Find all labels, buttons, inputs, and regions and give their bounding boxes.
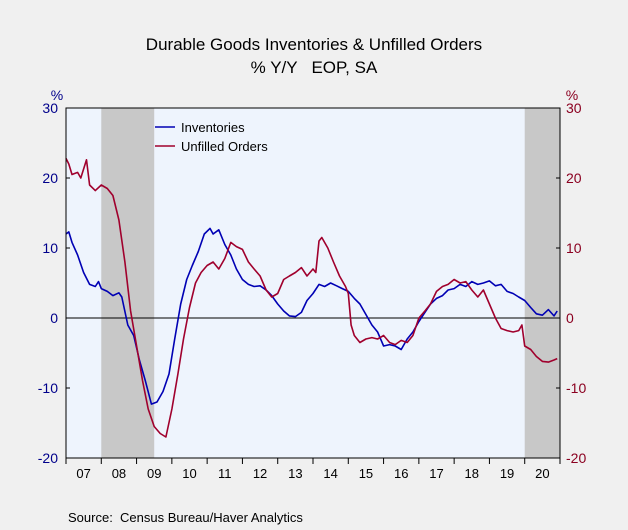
y-left-tick-label: 30 [42,100,58,116]
y-left-tick-label: 0 [50,310,58,326]
x-tick-label: 17 [429,466,443,481]
legend-label-inventories: Inventories [181,120,245,135]
x-tick-label: 20 [535,466,549,481]
x-tick-label: 16 [394,466,408,481]
x-tick-label: 10 [182,466,196,481]
chart-subtitle: % Y/Y EOP, SA [251,58,378,77]
x-tick-label: 09 [147,466,161,481]
y-right-tick-label: 30 [566,100,582,116]
x-tick-label: 08 [112,466,126,481]
y-right-tick-label: 0 [566,310,574,326]
y-right-tick-label: 10 [566,240,582,256]
x-tick-label: 14 [323,466,337,481]
x-tick-label: 11 [218,466,232,481]
legend-label-unfilled-orders: Unfilled Orders [181,139,268,154]
y-right-tick-label: -20 [566,450,586,466]
y-right-tick-label: -10 [566,380,586,396]
x-tick-label: 15 [359,466,373,481]
y-left-tick-label: -20 [38,450,58,466]
y-left-tick-label: 20 [42,170,58,186]
y-right-tick-label: 20 [566,170,582,186]
chart-title: Durable Goods Inventories & Unfilled Ord… [146,35,482,54]
source-note: Source: Census Bureau/Haver Analytics [68,510,303,525]
series-line-unfilled-orders [65,158,558,438]
x-tick-label: 18 [465,466,479,481]
y-left-tick-label: 10 [42,240,58,256]
x-tick-label: 07 [76,466,90,481]
x-tick-label: 19 [500,466,514,481]
y-left-tick-label: -10 [38,380,58,396]
x-tick-label: 13 [288,466,302,481]
recession-band-2 [524,108,560,458]
left-axis-unit-label: % [51,87,63,103]
x-tick-label: 12 [253,466,267,481]
right-axis-unit-label: % [566,87,578,103]
plot-area: 30 30 20 20 10 10 0 0 -10 -10 -20 -20 07 08 09 10 11 12 13… [38,100,587,481]
